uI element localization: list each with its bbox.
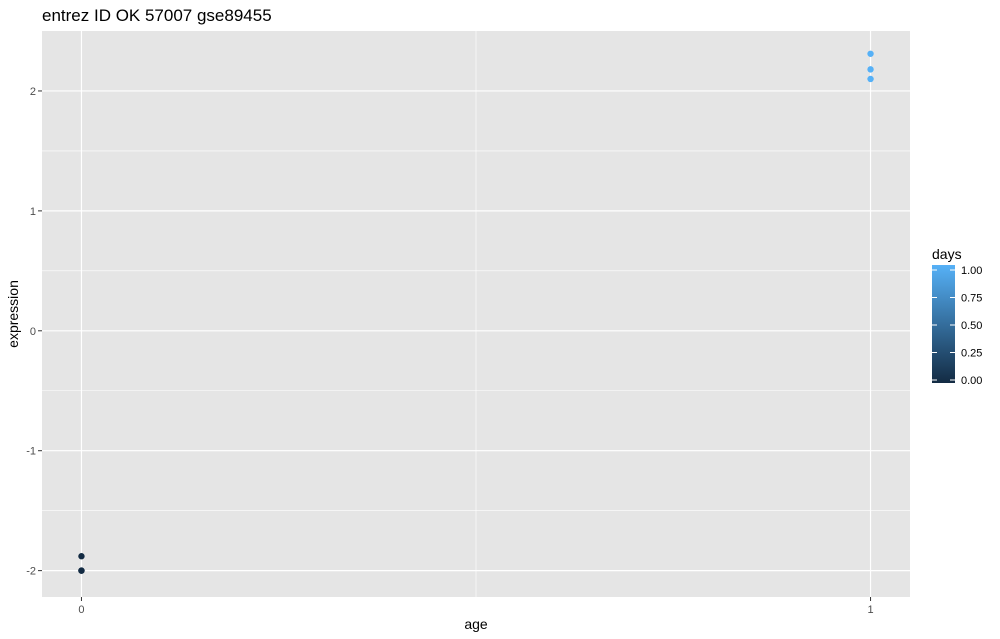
y-tick-label: 1 [30, 206, 36, 218]
y-axis: -2 -1 0 1 2 [26, 86, 42, 578]
legend-title: days [932, 246, 962, 262]
data-point [867, 75, 874, 83]
data-point [78, 567, 85, 574]
grid-minor [42, 31, 910, 597]
legend-ticks: 0.00 0.25 0.50 0.75 1.00 [932, 265, 982, 387]
data-point [867, 50, 874, 57]
chart-title: entrez ID OK 57007 gse89455 [42, 6, 272, 25]
y-tick-label: 0 [30, 326, 36, 338]
data-point [78, 553, 85, 560]
y-tick-label: 2 [30, 86, 36, 98]
grid-major [42, 31, 910, 597]
data-point [867, 66, 874, 73]
y-axis-title: expression [5, 280, 21, 348]
legend-tick-label: 0.75 [961, 293, 982, 305]
legend-tick-label: 0.00 [961, 375, 982, 387]
data-points [78, 50, 874, 574]
y-tick-label: -2 [26, 566, 36, 578]
legend-tick-label: 0.25 [961, 348, 982, 360]
legend-tick-label: 1.00 [961, 265, 982, 277]
legend-colorbar [932, 265, 955, 383]
legend: days 0.00 0.25 0.50 0.75 1.00 [932, 246, 982, 387]
x-tick-label: 0 [78, 604, 84, 616]
y-tick-label: -1 [26, 446, 36, 458]
legend-tick-label: 0.50 [961, 320, 982, 332]
x-tick-label: 1 [867, 604, 873, 616]
x-axis-title: age [464, 616, 488, 632]
